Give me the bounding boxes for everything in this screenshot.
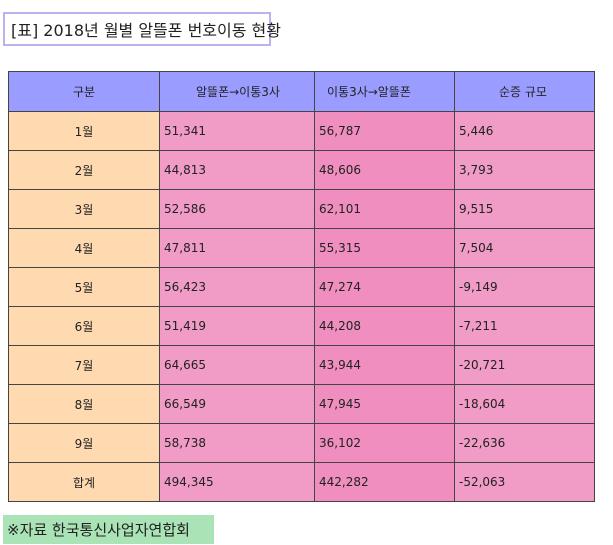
mno-to-mvno-value: 44,208	[315, 307, 455, 346]
mno-to-mvno-value: 55,315	[315, 229, 455, 268]
mvno-to-mno-value: 66,549	[160, 385, 315, 424]
mvno-to-mno-value: 44,813	[160, 151, 315, 190]
table-header-row: 구분 알뜰폰→이통3사 이통3사→알뜰폰 순증 규모	[9, 72, 595, 112]
net-change-value: 5,446	[455, 112, 595, 151]
net-change-value: 3,793	[455, 151, 595, 190]
row-label: 6월	[9, 307, 160, 346]
mno-to-mvno-value: 36,102	[315, 424, 455, 463]
net-change-value: 7,504	[455, 229, 595, 268]
mvno-to-mno-value: 51,341	[160, 112, 315, 151]
row-label: 3월	[9, 190, 160, 229]
source-note: ※자료 한국통신사업자연합회	[3, 515, 214, 544]
mvno-to-mno-value: 58,738	[160, 424, 315, 463]
net-change-value: 9,515	[455, 190, 595, 229]
header-mno-to-mvno: 이통3사→알뜰폰	[315, 72, 455, 112]
table-row: 2월 44,813 48,606 3,793	[9, 151, 595, 190]
table-row: 6월 51,419 44,208 -7,211	[9, 307, 595, 346]
net-change-total: -52,063	[455, 463, 595, 502]
total-label: 합계	[9, 463, 160, 502]
table-row: 3월 52,586 62,101 9,515	[9, 190, 595, 229]
row-label: 9월	[9, 424, 160, 463]
table-row: 4월 47,811 55,315 7,504	[9, 229, 595, 268]
net-change-value: -7,211	[455, 307, 595, 346]
table-title: [표] 2018년 월별 알뜰폰 번호이동 현황	[3, 12, 271, 46]
mvno-to-mno-value: 51,419	[160, 307, 315, 346]
header-net-change: 순증 규모	[455, 72, 595, 112]
net-change-value: -22,636	[455, 424, 595, 463]
table-row: 9월 58,738 36,102 -22,636	[9, 424, 595, 463]
row-label: 7월	[9, 346, 160, 385]
net-change-value: -20,721	[455, 346, 595, 385]
mvno-to-mno-value: 56,423	[160, 268, 315, 307]
table-row: 7월 64,665 43,944 -20,721	[9, 346, 595, 385]
row-label: 2월	[9, 151, 160, 190]
net-change-value: -9,149	[455, 268, 595, 307]
table-row: 5월 56,423 47,274 -9,149	[9, 268, 595, 307]
mvno-to-mno-value: 64,665	[160, 346, 315, 385]
mno-to-mvno-value: 47,945	[315, 385, 455, 424]
mvno-to-mno-value: 47,811	[160, 229, 315, 268]
mno-to-mvno-value: 43,944	[315, 346, 455, 385]
mvno-to-mno-total: 494,345	[160, 463, 315, 502]
row-label: 4월	[9, 229, 160, 268]
mno-to-mvno-value: 56,787	[315, 112, 455, 151]
mno-to-mvno-value: 47,274	[315, 268, 455, 307]
row-label: 1월	[9, 112, 160, 151]
mno-to-mvno-value: 48,606	[315, 151, 455, 190]
header-category: 구분	[9, 72, 160, 112]
row-label: 5월	[9, 268, 160, 307]
mno-to-mvno-value: 62,101	[315, 190, 455, 229]
table-row: 1월 51,341 56,787 5,446	[9, 112, 595, 151]
number-portability-table: 구분 알뜰폰→이통3사 이통3사→알뜰폰 순증 규모 1월 51,341 56,…	[8, 71, 595, 502]
net-change-value: -18,604	[455, 385, 595, 424]
mno-to-mvno-total: 442,282	[315, 463, 455, 502]
mvno-to-mno-value: 52,586	[160, 190, 315, 229]
row-label: 8월	[9, 385, 160, 424]
table-row: 8월 66,549 47,945 -18,604	[9, 385, 595, 424]
header-mvno-to-mno: 알뜰폰→이통3사	[160, 72, 315, 112]
table-total-row: 합계 494,345 442,282 -52,063	[9, 463, 595, 502]
